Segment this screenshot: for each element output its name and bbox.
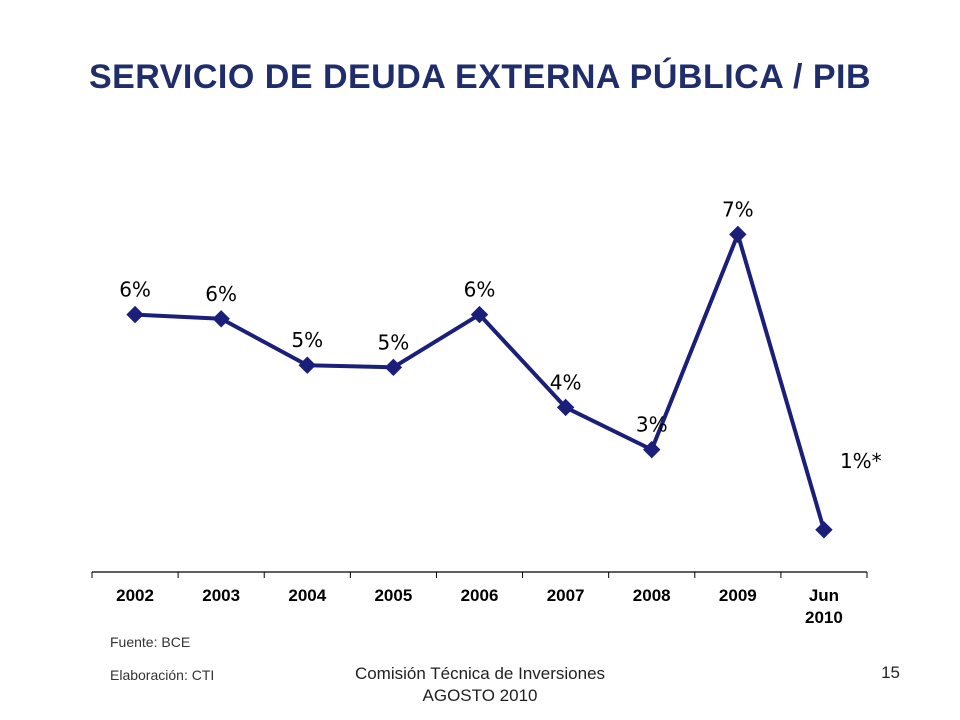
data-point-2004	[298, 356, 316, 374]
data-label: 1%*	[840, 449, 882, 473]
footer-organization: Comisión Técnica de Inversiones AGOSTO 2…	[320, 663, 640, 707]
x-tick-label: 2006	[461, 586, 499, 605]
data-label: 6%	[205, 282, 237, 306]
x-tick-label: 2007	[547, 586, 585, 605]
data-label: 5%	[291, 328, 323, 352]
data-label: 4%	[550, 370, 582, 394]
data-label: 6%	[464, 278, 496, 302]
x-tick-label: 2010	[805, 608, 843, 627]
data-point-2005	[384, 358, 403, 377]
data-points	[126, 225, 833, 539]
data-label: 3%	[636, 413, 668, 437]
data-point-2003	[212, 310, 230, 328]
x-tick-label: Jun	[809, 586, 839, 605]
x-tick-label: 2002	[116, 586, 154, 605]
data-point-2007	[556, 398, 575, 417]
x-tick-label: 2004	[288, 586, 326, 605]
data-point-2008	[643, 440, 661, 459]
x-tick-label: 2003	[202, 586, 240, 605]
x-tick-labels: 2002 2003 2004 2005 2006 2007 2008 2009 Jun 2010	[116, 586, 843, 627]
footer-line-2: AGOSTO 2010	[422, 686, 538, 705]
x-tick-label: 2005	[374, 586, 412, 605]
data-point-2002	[126, 305, 144, 324]
source-note: Fuente: BCE	[110, 634, 191, 650]
data-label: 7%	[722, 197, 754, 221]
credit-note: Elaboración: CTI	[110, 667, 215, 683]
x-tick-label: 2009	[719, 586, 757, 605]
page-number: 15	[881, 663, 900, 682]
x-axis	[91, 571, 868, 578]
data-point-jun-2010	[815, 521, 833, 539]
data-point-2009	[729, 225, 747, 244]
data-labels: 6% 6% 5% 5% 6% 4% 3% 7% 1%*	[119, 197, 881, 472]
slide-title: SERVICIO DE DEUDA EXTERNA PÚBLICA / PIB	[88, 58, 872, 96]
data-label: 6%	[119, 278, 151, 302]
footer-line-1: Comisión Técnica de Inversiones	[354, 664, 606, 683]
x-tick-label: 2008	[633, 586, 671, 605]
data-point-2006	[470, 305, 489, 324]
data-label: 5%	[378, 330, 410, 354]
